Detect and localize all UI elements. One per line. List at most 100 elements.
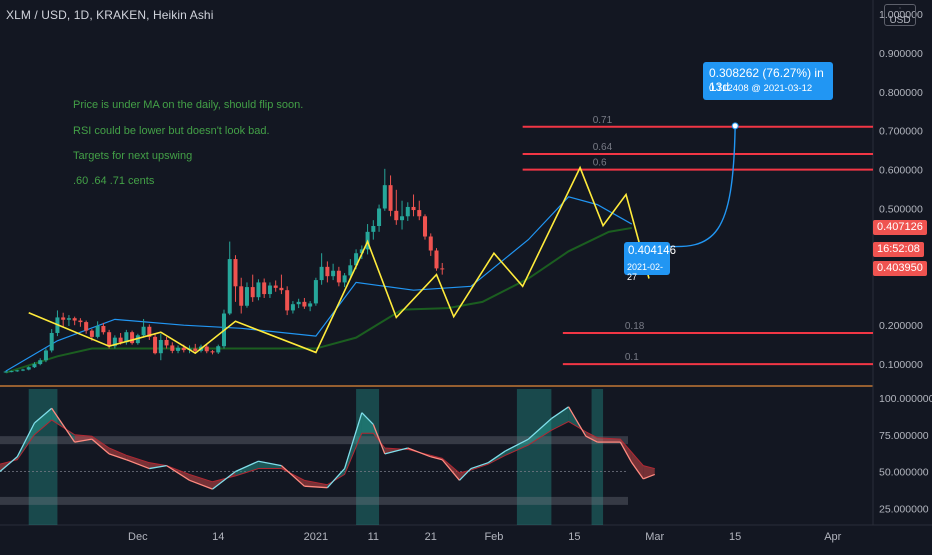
candle-body [244, 287, 249, 306]
rsi-fill-segment [631, 452, 644, 479]
rsi-line-segment [235, 460, 259, 473]
time-tick-2: 2021 [304, 531, 328, 543]
countdown-tag: 16:52:08 [873, 242, 924, 257]
candle [112, 335, 117, 349]
projection-change: 0.308262 (76.27%) in 13d [709, 66, 824, 94]
candle-body [342, 275, 347, 283]
candle-body [382, 185, 387, 209]
candle [250, 274, 255, 302]
time-axis[interactable]: Dec 14 2021 11 21 Feb 15 Mar 15 Apr [128, 531, 842, 543]
candle [72, 316, 77, 326]
candle-body [49, 332, 54, 351]
candle [262, 278, 267, 298]
candle [84, 320, 89, 334]
projection-curve [660, 125, 736, 248]
rsi-line-segment [527, 418, 552, 440]
time-tick-5: Feb [484, 531, 503, 543]
rsi-line-segment [459, 468, 472, 481]
candle-body [354, 253, 359, 266]
low-price-tag: 0.403950 [873, 261, 927, 276]
candle-body [423, 216, 428, 237]
candle-body [107, 332, 112, 347]
candle [423, 214, 428, 240]
start-price: 0.404146 [628, 245, 676, 257]
rsi-fill-segment [34, 408, 52, 435]
rsi-line-segment [407, 447, 431, 458]
rsi-highlight-3 [591, 389, 604, 525]
candle [239, 277, 244, 314]
target-label-0: 0.71 [593, 115, 613, 126]
candle [61, 312, 66, 328]
rsi-line-segment [619, 441, 633, 463]
support-line [5, 226, 632, 374]
rsi-lower-band [0, 496, 628, 505]
candle-body [325, 266, 330, 277]
candle [101, 322, 106, 335]
candle-body [72, 318, 77, 321]
candle [66, 315, 71, 326]
rsi-fill-segment [361, 412, 374, 434]
currency-badge[interactable]: ⋮ USD [884, 4, 916, 26]
candle-body [394, 210, 399, 221]
candle-body [141, 326, 146, 336]
rsi-tick-3: 25.000000 [879, 503, 929, 515]
candle-body [61, 317, 66, 320]
candle [348, 259, 353, 280]
candle-body [66, 318, 71, 320]
rsi-panel [0, 406, 655, 505]
rsi-line-segment [166, 465, 190, 481]
target-lines[interactable]: 0.71 0.64 0.6 0.18 0.1 [522, 115, 873, 366]
candle [302, 297, 307, 309]
candle [308, 301, 313, 312]
start-marker-label[interactable]: 0.404146 2021-02-27 [624, 242, 676, 282]
rsi-highlight-zones [28, 389, 604, 525]
rsi-line-segment [487, 450, 506, 464]
candle [388, 175, 393, 217]
candle [43, 348, 48, 363]
candle [176, 345, 181, 354]
candle [95, 321, 100, 339]
note-line-2: RSI could be lower but doesn't look bad. [73, 125, 270, 137]
rsi-line-segment [326, 468, 346, 489]
symbol-title: XLM / USD, 1D, KRAKEN, Heikin Ashi [6, 8, 214, 22]
candle [32, 362, 37, 368]
rsi-line-segment [34, 407, 53, 424]
candle-body [170, 345, 175, 351]
candle-body [20, 369, 25, 371]
candle-body [371, 226, 376, 232]
rsi-highlight-2 [516, 389, 552, 525]
rsi-fill-segment [235, 461, 259, 476]
support-line-path [5, 226, 632, 374]
candle [394, 189, 399, 225]
candle [78, 318, 83, 327]
candle-body [239, 286, 244, 306]
rsi-fill-segment [258, 461, 282, 469]
rsi-line-segment [441, 459, 460, 481]
candle-body [176, 347, 181, 351]
rsi-line-segment [74, 438, 93, 443]
candle [279, 274, 284, 295]
candle-body [95, 325, 100, 337]
time-tick-8: 15 [729, 531, 741, 543]
zigzag-pattern[interactable] [28, 165, 650, 355]
rsi-fill-segment [643, 465, 655, 479]
candle-body [405, 206, 410, 217]
candle [290, 301, 295, 314]
candle [3, 371, 8, 373]
target-label-2: 0.6 [593, 158, 607, 169]
candle [296, 298, 301, 309]
rsi-fill-segment [149, 462, 167, 469]
candle-body [26, 367, 31, 370]
candle-body [428, 236, 433, 251]
candle-body [290, 304, 295, 311]
price-tick-0: 1.000000 [879, 9, 923, 21]
projection-label[interactable]: 0.308262 (76.27%) in 13d 0.712408 @ 2021… [703, 62, 833, 100]
candle [417, 200, 422, 221]
candle [38, 358, 43, 366]
rsi-line-segment [189, 479, 213, 490]
candle-body [32, 364, 37, 368]
time-tick-4: 21 [425, 531, 437, 543]
candle [15, 369, 20, 372]
price-axis[interactable]: 1.000000 0.900000 0.800000 0.700000 0.600000… [879, 9, 932, 515]
rsi-tick-1: 75.000000 [879, 430, 929, 442]
